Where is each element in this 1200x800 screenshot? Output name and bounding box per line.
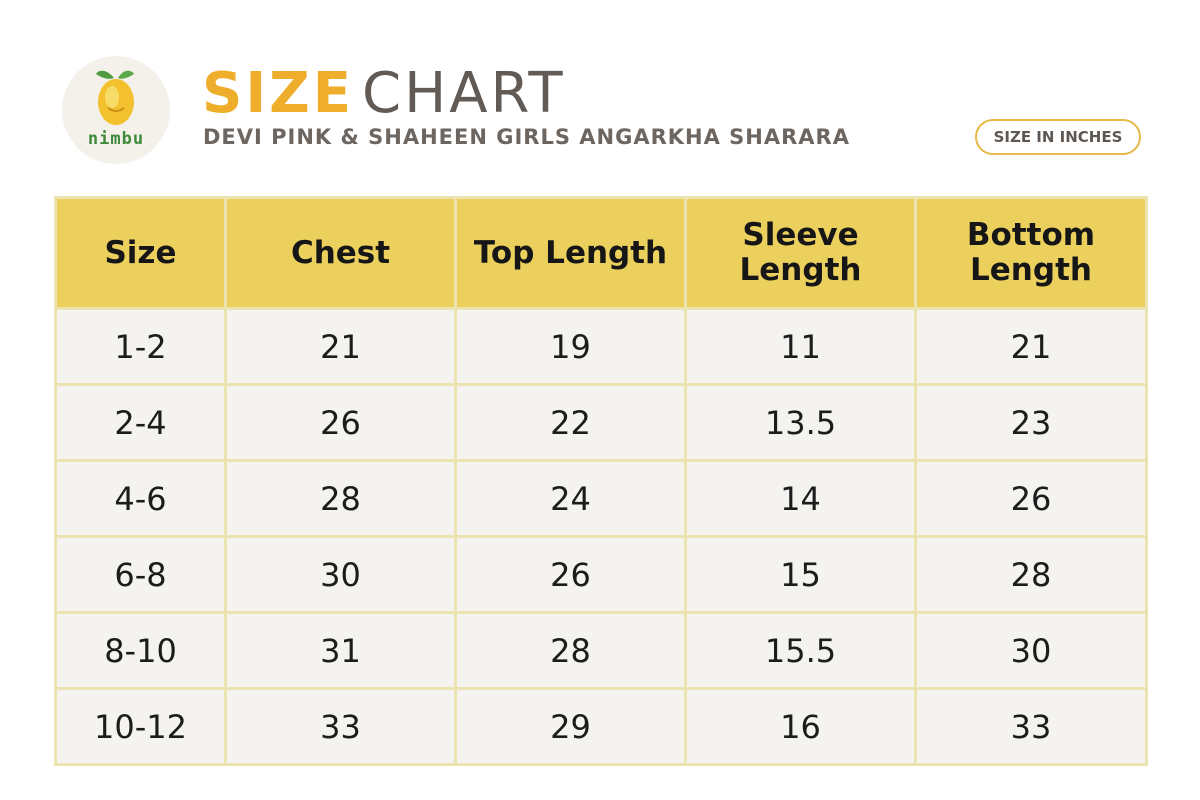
- table-row: 1-2 21 19 11 21: [54, 307, 1148, 386]
- table-cell: 21: [914, 307, 1148, 386]
- table-cell: 33: [914, 687, 1148, 766]
- table-cell: 26: [454, 535, 687, 614]
- table-cell: 10-12: [54, 687, 227, 766]
- table-cell: 11: [684, 307, 917, 386]
- table-cell: 23: [914, 383, 1148, 462]
- table-cell: 14: [684, 459, 917, 538]
- table-cell: 21: [224, 307, 457, 386]
- brand-logo: nimbu: [62, 56, 170, 164]
- table-cell: 26: [914, 459, 1148, 538]
- product-subtitle: DEVI PINK & SHAHEEN GIRLS ANGARKHA SHARA…: [203, 125, 850, 149]
- table-cell: 19: [454, 307, 687, 386]
- table-cell: 31: [224, 611, 457, 690]
- title-chart-word: CHART: [362, 61, 566, 126]
- table-row: 2-4 26 22 13.5 23: [54, 383, 1148, 462]
- table-cell: 1-2: [54, 307, 227, 386]
- table-cell: 15: [684, 535, 917, 614]
- logo-wordmark: nimbu: [87, 129, 145, 149]
- table-cell: 2-4: [54, 383, 227, 462]
- table-cell: 13.5: [684, 383, 917, 462]
- table-cell: 29: [454, 687, 687, 766]
- table-header-row: Size Chest Top Length Sleeve Length Bott…: [54, 196, 1148, 310]
- table-row: 6-8 30 26 15 28: [54, 535, 1148, 614]
- column-header-bottom-length: Bottom Length: [914, 196, 1148, 310]
- table-cell: 26: [224, 383, 457, 462]
- table-cell: 24: [454, 459, 687, 538]
- column-header-top-length: Top Length: [454, 196, 687, 310]
- table-row: 8-10 31 28 15.5 30: [54, 611, 1148, 690]
- table-cell: 28: [454, 611, 687, 690]
- column-header-chest: Chest: [224, 196, 457, 310]
- table-cell: 6-8: [54, 535, 227, 614]
- table-cell: 16: [684, 687, 917, 766]
- size-chart-table: Size Chest Top Length Sleeve Length Bott…: [54, 196, 1148, 766]
- table-cell: 22: [454, 383, 687, 462]
- column-header-sleeve-length: Sleeve Length: [684, 196, 917, 310]
- table-cell: 28: [914, 535, 1148, 614]
- table-row: 10-12 33 29 16 33: [54, 687, 1148, 766]
- page-title: SIZE CHART: [202, 62, 566, 126]
- title-size-word: SIZE: [202, 61, 355, 126]
- units-badge: SIZE IN INCHES: [975, 119, 1141, 155]
- table-cell: 8-10: [54, 611, 227, 690]
- table-row: 4-6 28 24 14 26: [54, 459, 1148, 538]
- lemon-icon: [96, 70, 134, 125]
- table-cell: 28: [224, 459, 457, 538]
- table-cell: 15.5: [684, 611, 917, 690]
- column-header-size: Size: [54, 196, 227, 310]
- table-cell: 30: [224, 535, 457, 614]
- table-cell: 30: [914, 611, 1148, 690]
- table-cell: 33: [224, 687, 457, 766]
- table-cell: 4-6: [54, 459, 227, 538]
